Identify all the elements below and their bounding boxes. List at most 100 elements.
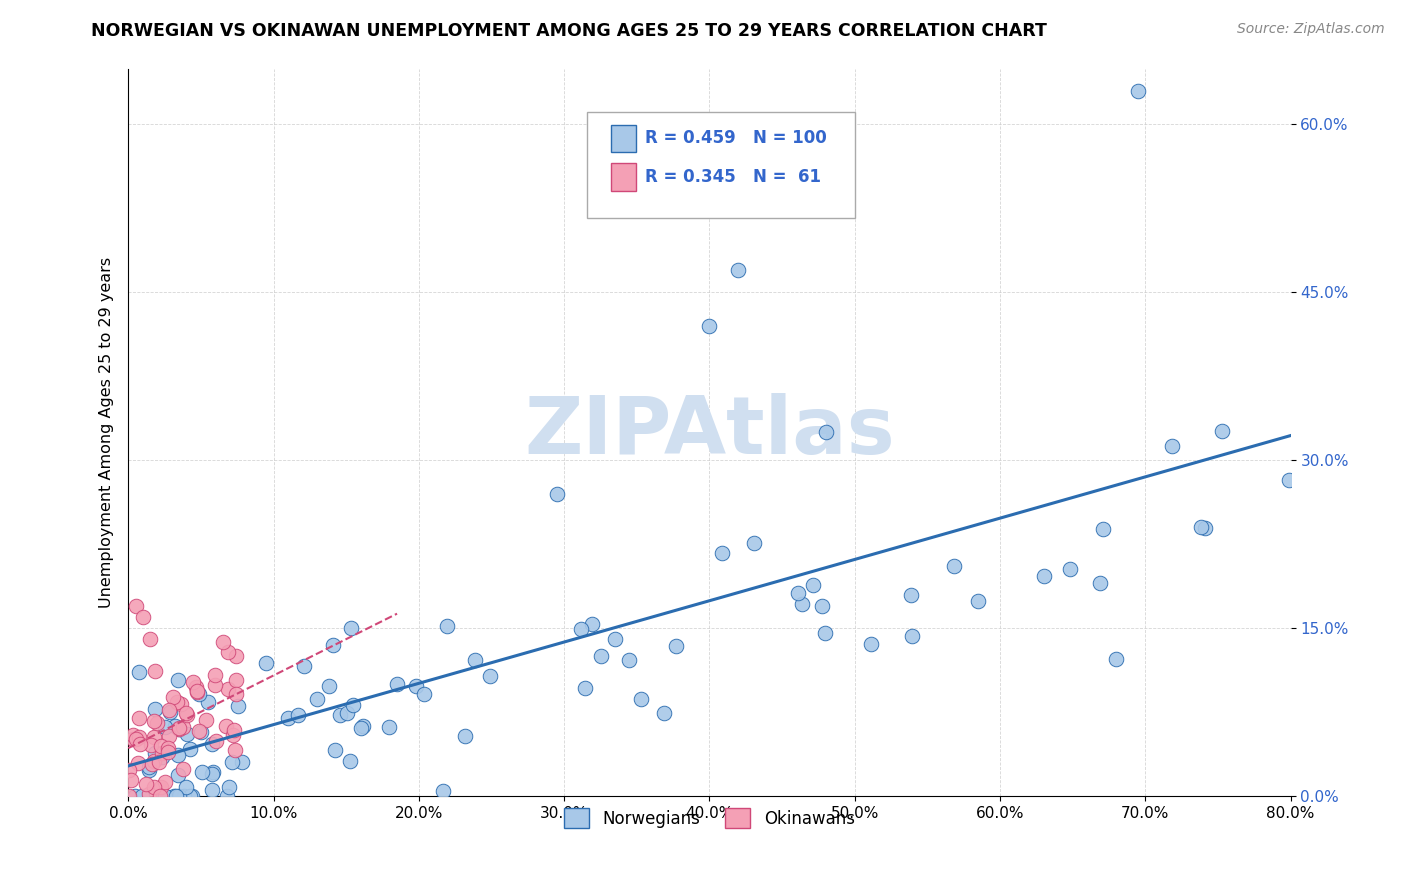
Point	[124, 732, 146, 747]
Point	[1032, 568, 1054, 582]
Point	[143, 746, 166, 760]
Point	[811, 599, 834, 614]
Point	[143, 780, 166, 794]
Text: NORWEGIAN VS OKINAWAN UNEMPLOYMENT AMONG AGES 25 TO 29 YEARS CORRELATION CHART: NORWEGIAN VS OKINAWAN UNEMPLOYMENT AMONG…	[91, 22, 1047, 40]
Point	[162, 690, 184, 705]
Point	[339, 754, 361, 768]
Point	[574, 681, 596, 695]
Point	[385, 677, 408, 691]
Point	[122, 728, 145, 742]
Point	[166, 695, 188, 709]
Point	[190, 725, 212, 739]
Point	[225, 673, 247, 687]
Point	[143, 730, 166, 744]
Point	[790, 597, 813, 611]
Point	[167, 789, 190, 803]
Point	[201, 764, 224, 779]
Point	[1059, 562, 1081, 576]
Point	[454, 729, 477, 743]
Point	[591, 649, 613, 664]
Point	[148, 755, 170, 769]
Point	[153, 720, 176, 734]
Point	[204, 668, 226, 682]
Point	[350, 722, 373, 736]
Point	[170, 697, 193, 711]
Point	[163, 719, 186, 733]
Point	[167, 722, 190, 736]
Point	[152, 746, 174, 760]
Point	[138, 760, 160, 774]
Point	[143, 702, 166, 716]
Point	[155, 774, 177, 789]
Point	[181, 789, 204, 803]
Point	[186, 685, 208, 699]
Point	[814, 425, 837, 440]
Point	[150, 780, 173, 794]
Point	[173, 789, 195, 803]
Point	[322, 638, 344, 652]
Point	[141, 756, 163, 771]
Point	[377, 720, 399, 734]
Point	[436, 619, 458, 633]
Point	[900, 629, 922, 643]
Point	[128, 737, 150, 751]
Point	[801, 577, 824, 591]
Point	[665, 639, 688, 653]
Point	[1092, 522, 1115, 536]
Point	[405, 679, 427, 693]
Legend: Norwegians, Okinawans: Norwegians, Okinawans	[558, 801, 862, 835]
Point	[124, 599, 146, 613]
Point	[226, 698, 249, 713]
Point	[150, 750, 173, 764]
Point	[323, 743, 346, 757]
Point	[195, 713, 218, 727]
Point	[231, 756, 253, 770]
Point	[118, 764, 141, 778]
Point	[120, 772, 142, 787]
Point	[142, 714, 165, 729]
Text: ZIPAtlas: ZIPAtlas	[524, 393, 894, 471]
Point	[1194, 521, 1216, 535]
Point	[172, 720, 194, 734]
Point	[188, 724, 211, 739]
Point	[307, 692, 329, 706]
Point	[146, 716, 169, 731]
Point	[1088, 576, 1111, 591]
Point	[342, 698, 364, 713]
Point	[138, 763, 160, 777]
Point	[128, 731, 150, 745]
Point	[159, 706, 181, 720]
Point	[222, 728, 245, 742]
FancyBboxPatch shape	[588, 112, 855, 218]
Point	[197, 695, 219, 709]
Point	[742, 535, 765, 549]
Text: R = 0.345   N =  61: R = 0.345 N = 61	[645, 168, 821, 186]
Point	[157, 729, 180, 743]
Point	[204, 678, 226, 692]
Point	[186, 681, 208, 695]
Point	[630, 691, 652, 706]
FancyBboxPatch shape	[610, 125, 636, 153]
Point	[225, 648, 247, 663]
Point	[176, 727, 198, 741]
Point	[336, 706, 359, 720]
Point	[900, 588, 922, 602]
Point	[1189, 520, 1212, 534]
Point	[221, 755, 243, 769]
Point	[1126, 84, 1149, 98]
Point	[254, 657, 277, 671]
FancyBboxPatch shape	[610, 163, 636, 191]
Point	[215, 789, 238, 803]
Point	[318, 679, 340, 693]
Point	[412, 687, 434, 701]
Point	[546, 487, 568, 501]
Point	[157, 703, 180, 717]
Point	[166, 673, 188, 688]
Point	[143, 664, 166, 678]
Text: Source: ZipAtlas.com: Source: ZipAtlas.com	[1237, 22, 1385, 37]
Point	[603, 632, 626, 647]
Point	[727, 263, 749, 277]
Point	[287, 708, 309, 723]
Point	[150, 739, 173, 754]
Point	[128, 711, 150, 725]
